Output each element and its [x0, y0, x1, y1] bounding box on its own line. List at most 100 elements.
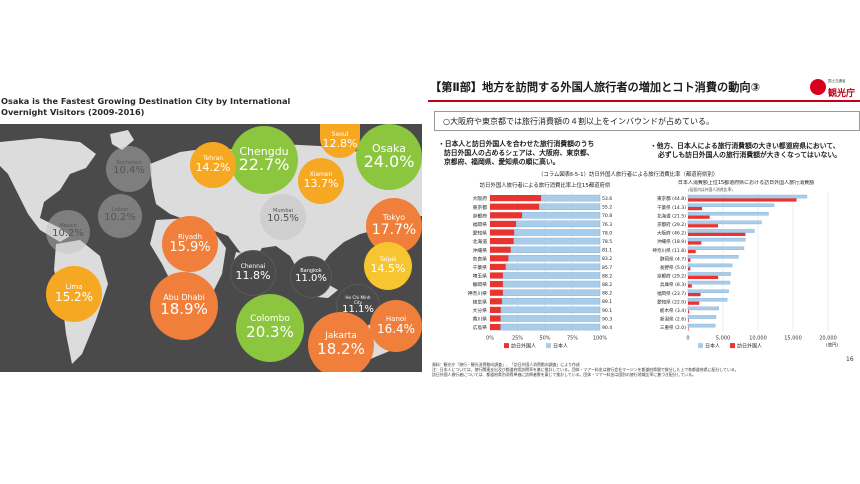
category-label: 福岡県 (23.7) — [657, 290, 686, 297]
data-label: 78.0 — [602, 230, 612, 236]
bar-japanese — [539, 203, 601, 210]
x-tick-label: 25% — [512, 336, 523, 342]
bubble-chennai: Chennai 11.8% — [230, 250, 276, 296]
bar-japanese — [687, 306, 719, 311]
bar-foreign — [688, 293, 701, 297]
world-map: Chengdu 22.7% Osaka 24.0% Seoul 12.8% Te… — [0, 124, 422, 372]
data-label: 53.6 — [602, 196, 612, 202]
left-title-line-1: Osaka is the Fastest Growing Destination… — [1, 96, 291, 106]
bubble-value: 20.3% — [246, 322, 294, 341]
bar-foreign — [490, 229, 515, 236]
bubble-value: 12.8% — [322, 137, 358, 151]
category-label: 沖縄県 — [473, 247, 488, 254]
category-label: 広島県 — [473, 324, 488, 331]
bubble-riyadh: Riyadh 15.9% — [162, 216, 218, 272]
bar-foreign — [490, 263, 506, 270]
bubble-colombo: Colombo 20.3% — [236, 294, 304, 362]
bubble-tehran: Tehran 14.2% — [190, 142, 236, 188]
bubble-city: Lima — [65, 283, 83, 292]
chart-title: 日本人消費額上位15都道府県における訪日外国人旅行消費額 — [678, 180, 814, 186]
right-slide-title: 【第Ⅱ部】地方を訪問する外国人旅行者の増加とコト消費の動向③ — [430, 81, 761, 94]
category-label: 大阪府 (46.2) — [657, 230, 686, 237]
bar-japanese — [500, 323, 601, 331]
legend-swatch-japanese — [698, 343, 703, 349]
x-tick-label: 0% — [486, 336, 494, 342]
x-tick-label: 5,000 — [716, 336, 730, 342]
bar-foreign — [490, 212, 523, 219]
bubble-city: Colombo — [250, 314, 290, 325]
bar-foreign — [688, 207, 702, 211]
right-slide: 【第Ⅱ部】地方を訪問する外国人旅行者の増加とコト消費の動向③ 国土交通省 観光庁… — [428, 74, 860, 377]
category-label: 岐阜県 — [473, 298, 488, 305]
bar-foreign — [490, 298, 502, 305]
category-label: 東京都 — [473, 204, 488, 211]
bubble-city: Bangkok — [300, 268, 322, 275]
data-label: 90.4 — [602, 325, 612, 331]
figure-caption: （コラム図表Ⅱ-5-1）訪日外国人旅行者による旅行消費比率（都道府県別） — [538, 172, 719, 178]
bar-foreign — [688, 275, 719, 279]
category-label: 三重県 (2.0) — [660, 324, 686, 331]
bubble-value: 10.2% — [52, 228, 84, 240]
left-slide-title: Osaka is the Fastest Growing Destination… — [0, 94, 422, 124]
bubble-value: 13.7% — [303, 177, 339, 191]
bubble-value: 24.0% — [363, 152, 415, 172]
bubble-city: Chengdu — [239, 144, 289, 158]
bubble-city: Jakarta — [325, 331, 357, 342]
footnote-3: 訪日外国人旅行者については、都道府県別消費単価に訪問者数を乗じて推計している。団… — [432, 372, 696, 377]
data-label: 55.2 — [602, 205, 612, 211]
bar-japanese — [687, 323, 716, 328]
bar-japanese — [687, 298, 728, 302]
bubble-value: 14.5% — [370, 262, 406, 276]
bar-japanese — [687, 280, 731, 285]
data-label: 78.5 — [602, 239, 612, 245]
bubble-value: 10.2% — [104, 212, 136, 224]
bar-japanese — [502, 272, 601, 279]
bubble-city: Abu Dhabi — [163, 292, 205, 302]
bar-foreign — [688, 232, 746, 236]
bar-japanese — [687, 289, 729, 293]
bubble-osaka: Osaka 24.0% — [356, 124, 422, 190]
bubble-mexico: Mexico 10.2% — [46, 210, 90, 254]
bubble-city: Mumbai — [273, 208, 293, 215]
legend-swatch-foreign — [730, 343, 735, 349]
bar-japanese — [687, 246, 745, 250]
data-label: 89.1 — [602, 299, 612, 305]
bar-japanese — [513, 237, 601, 245]
category-label: 京都府 (29.2) — [657, 221, 686, 228]
bar-foreign — [490, 281, 503, 288]
bar-japanese — [687, 263, 733, 268]
bar-foreign — [490, 324, 501, 331]
bubble-value: 10.4% — [113, 165, 145, 177]
bubble-value: 22.7% — [238, 155, 290, 175]
bubble-value: 14.2% — [195, 161, 231, 175]
x-tick-label: 50% — [539, 336, 550, 342]
bar-japanese — [687, 229, 755, 233]
data-label: 90.1 — [602, 308, 612, 314]
left-slide: Osaka is the Fastest Growing Destination… — [0, 94, 422, 372]
category-label: 愛知県 — [473, 230, 488, 237]
bubble-city: Osaka — [371, 141, 407, 155]
data-label: 83.2 — [602, 256, 612, 262]
bar-japanese — [687, 203, 775, 207]
page-number: 16 — [846, 356, 854, 363]
bar-japanese — [510, 246, 601, 253]
bubble-city: Mexico — [59, 223, 77, 230]
bubble-value: 15.9% — [169, 239, 211, 255]
bubble-taipei: Taipei 14.5% — [364, 242, 412, 290]
bar-japanese — [540, 194, 601, 202]
bar-foreign — [490, 272, 503, 279]
category-label: 大阪府 — [473, 195, 488, 202]
bubble-city: Ho Chi Minh City — [345, 295, 371, 305]
bubble-city: Tokyo — [382, 213, 406, 223]
bullet-right-line-1: ・他方、日本人による旅行消費額の大きい都道府県において、 — [650, 142, 840, 150]
bubble-abu-dhabi: Abu Dhabi 18.9% — [150, 272, 218, 340]
bubble-city: Chennai — [240, 263, 266, 271]
bubble-seoul: Seoul 12.8% — [320, 124, 360, 158]
bar-foreign — [688, 301, 700, 305]
bar-japanese — [501, 298, 601, 305]
chart-share-by-prefecture: 訪日外国人旅行者による旅行消費比率上位15都道府県 0% 25% 50% 75% 100%… — [468, 181, 613, 350]
category-label: 福岡県 — [473, 221, 488, 228]
category-label: 千葉県 (14.3) — [657, 204, 686, 211]
category-label: 奈良県 — [473, 255, 488, 262]
bar-japanese — [687, 220, 762, 225]
